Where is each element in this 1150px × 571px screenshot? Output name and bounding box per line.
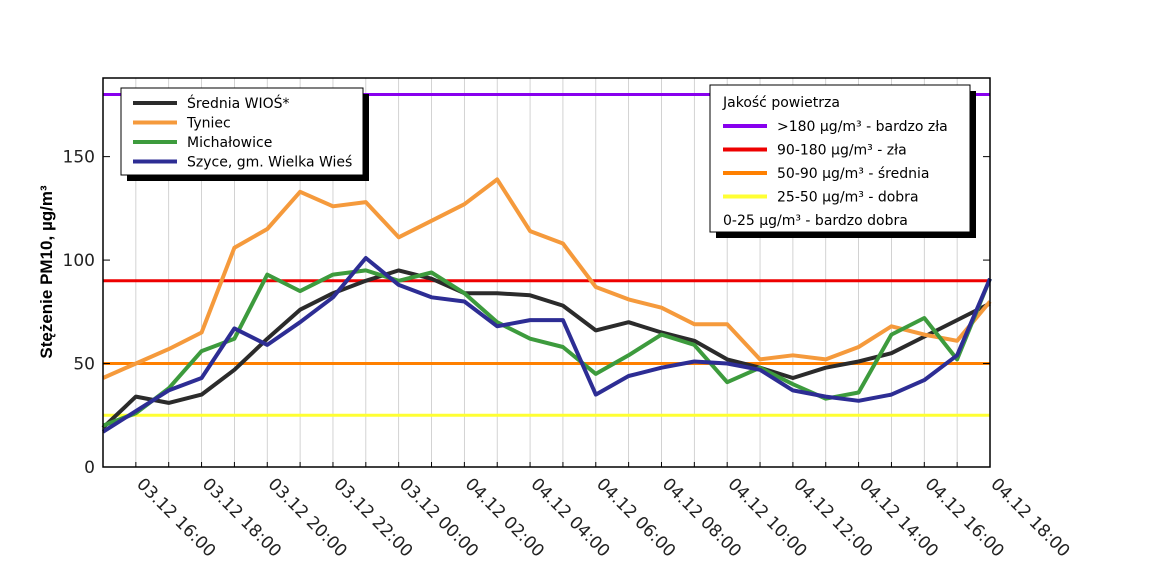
legend-label: Szyce, gm. Wielka Wieś xyxy=(187,155,352,171)
legend-label: Michałowice xyxy=(187,135,272,151)
legend-label: 50-90 µg/m³ - średnia xyxy=(777,166,929,182)
y-tick-label: 150 xyxy=(63,148,95,168)
series-line xyxy=(102,268,992,428)
legend-label: >180 µg/m³ - bardzo zła xyxy=(777,119,948,135)
series-line xyxy=(101,268,991,430)
series-line xyxy=(102,177,992,380)
data-series xyxy=(101,177,992,434)
legend-title: Jakość powietrza xyxy=(722,95,840,111)
legend-label: 90-180 µg/m³ - zła xyxy=(777,143,907,159)
legend-label: 25-50 µg/m³ - dobra xyxy=(777,190,919,206)
y-axis-label: Stężenie PM10, µg/m³ xyxy=(37,185,56,359)
series-line xyxy=(101,256,992,434)
legend-label: 0-25 µg/m³ - bardzo dobra xyxy=(723,213,908,229)
plot-frame xyxy=(102,77,991,468)
y-tick-label: 100 xyxy=(63,251,95,271)
y-tick-label: 50 xyxy=(73,355,95,375)
air-quality-legend: Jakość powietrza >180 µg/m³ - bardzo zła 9… xyxy=(709,84,976,238)
legend-box xyxy=(709,84,971,233)
legend-label: Tyniec xyxy=(186,116,231,132)
series-legend: Średnia WIOŚ* Tyniec Michałowice Szyce, gm.… xyxy=(120,87,369,181)
y-tick-label: 0 xyxy=(84,458,95,478)
legend-label: Średnia WIOŚ* xyxy=(187,94,290,112)
